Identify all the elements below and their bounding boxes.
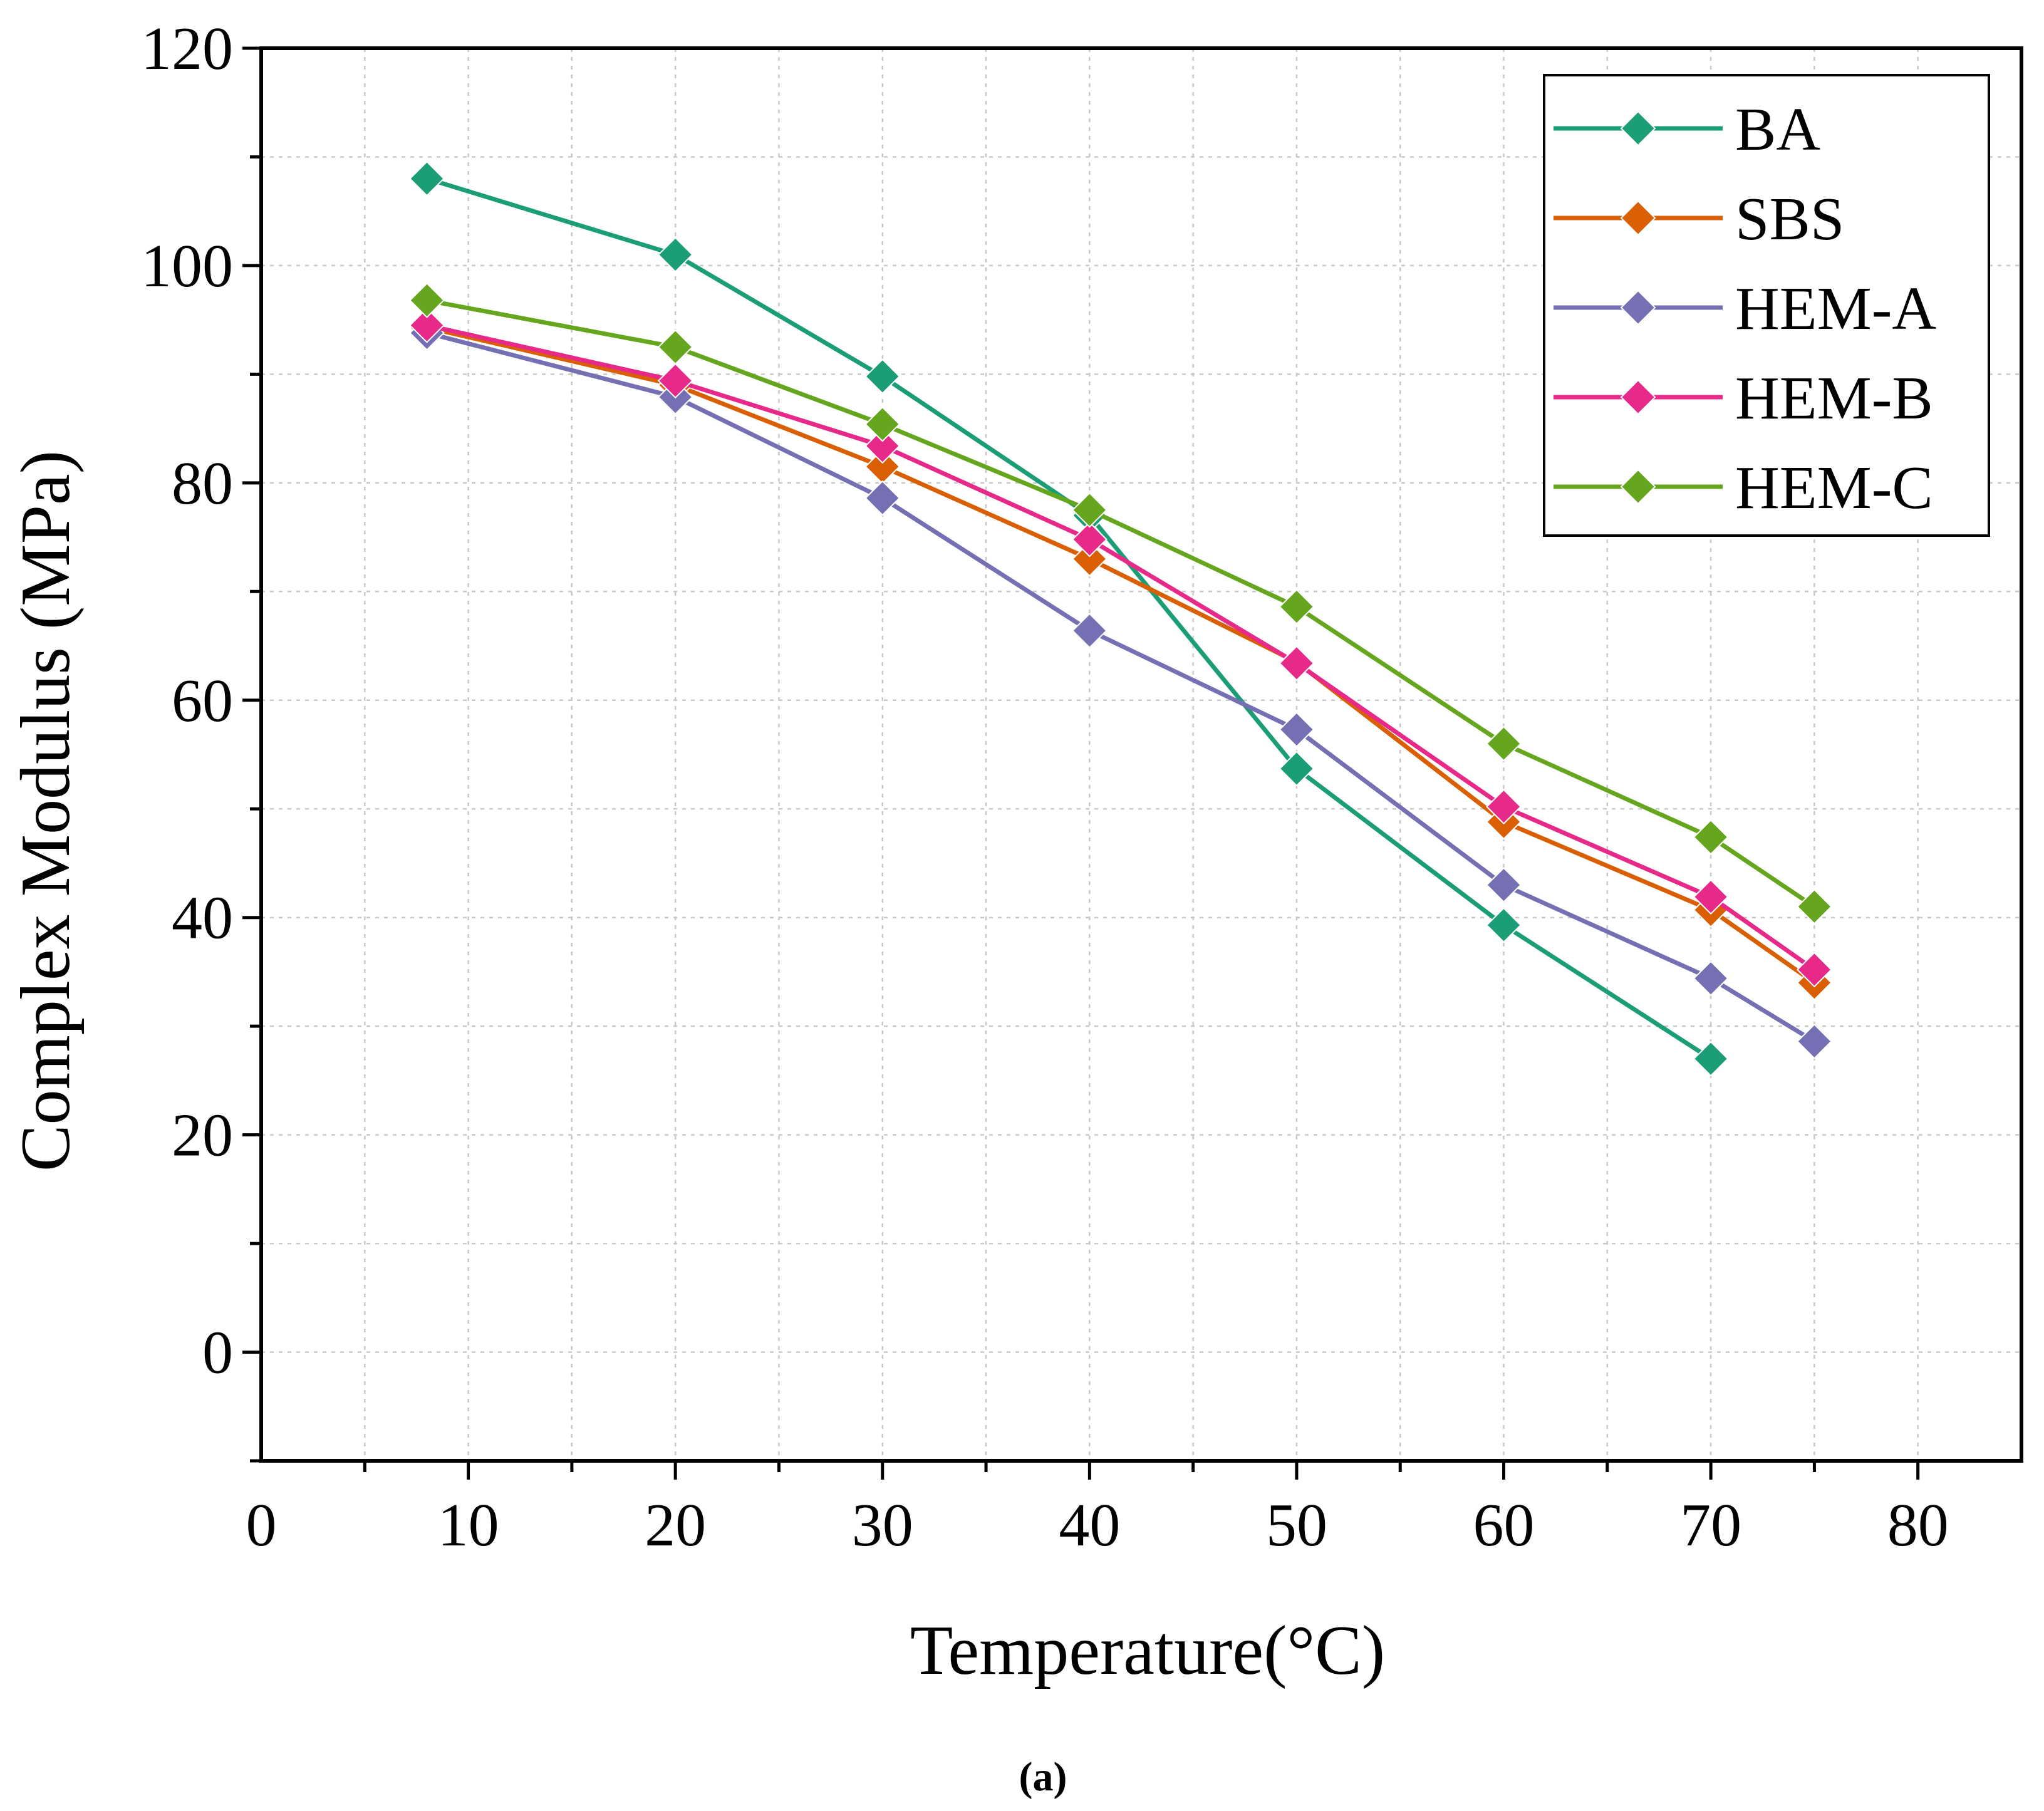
legend-marker bbox=[1620, 200, 1656, 236]
x-tick-label: 60 bbox=[1473, 1492, 1535, 1559]
data-point-hem-b bbox=[409, 307, 445, 343]
data-point-hem-a bbox=[1796, 1024, 1832, 1059]
x-tick-label: 70 bbox=[1680, 1492, 1741, 1559]
legend-marker bbox=[1620, 379, 1656, 415]
y-tick-label: 0 bbox=[202, 1319, 233, 1387]
data-point-hem-c bbox=[1693, 819, 1729, 855]
legend-label: HEM-B bbox=[1735, 365, 1933, 432]
data-point-hem-a bbox=[1279, 712, 1315, 748]
data-point-ba bbox=[409, 160, 445, 197]
legend-marker bbox=[1620, 289, 1656, 326]
y-tick-label: 80 bbox=[172, 450, 233, 517]
data-point-hem-b bbox=[1486, 789, 1522, 825]
x-tick-label: 20 bbox=[645, 1492, 706, 1559]
plot-frame bbox=[259, 46, 2023, 1463]
legend-label: BA bbox=[1735, 96, 1820, 163]
x-tick-label: 10 bbox=[438, 1492, 499, 1559]
data-point-ba bbox=[864, 358, 901, 395]
x-tick-label: 40 bbox=[1059, 1492, 1120, 1559]
data-point-hem-c bbox=[1071, 492, 1108, 528]
series-hem-c bbox=[409, 283, 1832, 925]
legend-entry-hem-c: HEM-C bbox=[1554, 454, 1933, 522]
y-tick-label: 20 bbox=[172, 1102, 233, 1170]
data-point-hem-c bbox=[657, 329, 693, 365]
data-point-ba bbox=[1693, 1040, 1729, 1077]
series-hem-a bbox=[409, 315, 1832, 1059]
y-tick-label: 40 bbox=[172, 885, 233, 952]
x-tick-label: 80 bbox=[1887, 1492, 1949, 1559]
legend: BA SBS HEM-A HEM-B HEM-C bbox=[1543, 74, 1990, 537]
series-line-hem-c bbox=[426, 298, 1816, 909]
series-line-hem-b bbox=[426, 323, 1816, 972]
data-point-ba bbox=[657, 237, 693, 272]
data-point-hem-b bbox=[1071, 521, 1108, 558]
axis-ticks: 0 10 20 30 40 50 60 70 80 0 20 40 60 80 100 120 bbox=[141, 15, 1949, 1559]
data-point-sbs bbox=[1071, 541, 1108, 577]
data-point-hem-c bbox=[409, 283, 445, 318]
data-point-hem-b bbox=[864, 428, 901, 464]
data-point-hem-c bbox=[1486, 725, 1522, 762]
data-point-hem-a bbox=[1486, 867, 1522, 903]
series-line-hem-a bbox=[426, 331, 1816, 1044]
x-tick-label: 50 bbox=[1266, 1492, 1327, 1559]
legend-label: SBS bbox=[1735, 185, 1844, 253]
legend-label: HEM-A bbox=[1735, 275, 1936, 343]
legend-entry-ba: BA bbox=[1554, 96, 1820, 163]
x-axis-title: Temperature(°C) bbox=[910, 1612, 1385, 1689]
data-point-hem-c bbox=[1279, 589, 1315, 625]
data-point-hem-a bbox=[1693, 960, 1729, 997]
x-tick-label: 0 bbox=[246, 1492, 277, 1559]
data-point-ba bbox=[1279, 750, 1315, 787]
data-point-hem-b bbox=[1693, 879, 1729, 915]
legend-entry-hem-a: HEM-A bbox=[1554, 275, 1936, 343]
data-point-ba bbox=[1486, 907, 1522, 943]
legend-entry-sbs: SBS bbox=[1554, 185, 1844, 253]
data-point-hem-c bbox=[864, 406, 901, 442]
legend-label: HEM-C bbox=[1735, 454, 1933, 522]
legend-entry-hem-b: HEM-B bbox=[1554, 365, 1933, 432]
y-tick-label: 60 bbox=[172, 667, 233, 735]
series-hem-b bbox=[409, 307, 1832, 988]
data-point-hem-a bbox=[864, 480, 901, 516]
y-tick-label: 120 bbox=[141, 15, 233, 83]
y-axis-title: Complex Modulus (MPa) bbox=[7, 450, 85, 1171]
data-point-hem-b bbox=[1279, 645, 1315, 682]
series-layer bbox=[409, 160, 1832, 1077]
data-point-hem-c bbox=[1796, 888, 1832, 925]
data-point-hem-b bbox=[1796, 952, 1832, 988]
legend-marker bbox=[1620, 469, 1656, 505]
y-tick-label: 100 bbox=[141, 232, 233, 300]
legend-marker bbox=[1620, 110, 1656, 147]
figure-caption: (a) bbox=[1019, 1754, 1067, 1800]
data-point-hem-a bbox=[1071, 613, 1108, 649]
series-line-sbs bbox=[426, 325, 1816, 985]
x-tick-label: 30 bbox=[852, 1492, 913, 1559]
data-point-hem-b bbox=[657, 363, 693, 399]
